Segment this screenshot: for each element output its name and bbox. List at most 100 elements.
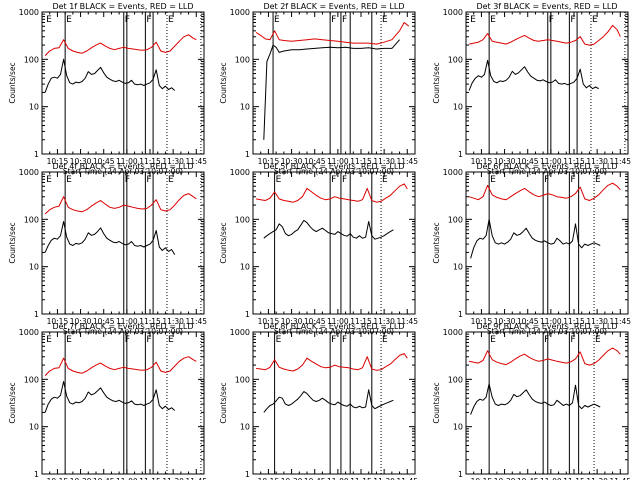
x-tick-label: 11:30 xyxy=(586,317,608,326)
interval-marker: F xyxy=(570,335,575,345)
x-tick-label: 11:30 xyxy=(586,477,608,480)
y-axis-label: Counts/sec xyxy=(432,62,441,103)
x-tick-label: 11:15 xyxy=(139,317,161,326)
x-tick-label: 10:45 xyxy=(93,477,115,480)
interval-marker: F xyxy=(342,15,347,25)
x-tick-label: 10:15 xyxy=(47,477,69,480)
x-tick-label: 11:45 xyxy=(185,157,207,166)
y-tick-label: 100 xyxy=(448,215,463,224)
x-tick-label: 11:15 xyxy=(563,157,585,166)
interval-marker: E xyxy=(276,175,282,185)
interval-marker: F xyxy=(342,335,347,345)
interval-marker: F xyxy=(146,335,151,345)
interval-marker: E xyxy=(168,175,174,185)
series-line-lld xyxy=(44,193,197,215)
series-line-lld xyxy=(256,183,408,203)
x-tick-label: 11:30 xyxy=(373,157,395,166)
plot-frame xyxy=(252,11,416,155)
plot-frame xyxy=(252,171,416,315)
y-tick-label: 10 xyxy=(240,423,250,432)
y-tick-label: 100 xyxy=(235,375,250,384)
y-tick-label: 10 xyxy=(453,263,463,272)
x-tick-label: 10:15 xyxy=(471,317,493,326)
y-tick-label: 100 xyxy=(24,375,39,384)
y-axis-label: Counts/sec xyxy=(219,382,228,423)
x-tick-label: 10:15 xyxy=(258,317,280,326)
plot-frame xyxy=(465,171,629,315)
y-axis-label: Counts/sec xyxy=(432,382,441,423)
series-line-lld xyxy=(44,356,197,376)
y-tick-label: 1 xyxy=(245,470,250,479)
interval-marker: F xyxy=(146,15,151,25)
y-axis-label: Counts/sec xyxy=(432,222,441,263)
interval-marker: E xyxy=(66,15,72,25)
y-axis-label: Counts/sec xyxy=(219,62,228,103)
series-line-lld xyxy=(469,347,621,366)
interval-marker: E xyxy=(490,335,496,345)
interval-marker: F xyxy=(549,15,554,25)
y-axis-label: Counts/sec xyxy=(8,222,17,263)
x-tick-label: 11:45 xyxy=(609,477,631,480)
x-tick-label: 11:45 xyxy=(609,157,631,166)
interval-marker: E xyxy=(274,15,280,25)
x-tick-label: 11:45 xyxy=(396,317,418,326)
x-tick-label: 11:15 xyxy=(350,157,372,166)
x-tick-label: 11:15 xyxy=(350,317,372,326)
interval-marker: E xyxy=(168,15,174,25)
x-tick-label: 11:30 xyxy=(373,477,395,480)
x-tick-label: 10:45 xyxy=(93,157,115,166)
y-tick-label: 1 xyxy=(458,470,463,479)
x-tick-label: 11:45 xyxy=(396,157,418,166)
y-tick-label: 1000 xyxy=(443,8,463,17)
series-line-lld xyxy=(468,182,621,201)
y-tick-label: 100 xyxy=(24,55,39,64)
x-tick-label: 10:15 xyxy=(47,317,69,326)
y-tick-label: 1 xyxy=(34,150,39,159)
detector-panel-5: Det 5f BLACK = Events, RED = LLD 1 10 100 10… xyxy=(219,162,418,336)
plot-frame xyxy=(41,11,205,155)
x-tick-label: 10:15 xyxy=(258,157,280,166)
x-tick-label: 11:45 xyxy=(185,317,207,326)
y-tick-label: 10 xyxy=(240,263,250,272)
interval-marker: E xyxy=(66,175,72,185)
plot-frame xyxy=(41,331,205,475)
y-tick-label: 1 xyxy=(245,150,250,159)
x-tick-label: 11:45 xyxy=(185,477,207,480)
interval-marker: F xyxy=(125,15,130,25)
x-tick-label: 11:00 xyxy=(540,157,562,166)
series-line-events xyxy=(470,383,601,415)
interval-marker: F xyxy=(331,175,336,185)
x-tick-label: 11:30 xyxy=(373,317,395,326)
plot-frame xyxy=(465,11,629,155)
x-tick-label: 10:15 xyxy=(47,157,69,166)
y-tick-label: 1000 xyxy=(230,328,250,337)
interval-marker: E xyxy=(592,15,598,25)
x-tick-label: 10:30 xyxy=(494,317,516,326)
x-tick-label: 11:15 xyxy=(139,157,161,166)
interval-marker: E xyxy=(382,15,388,25)
x-tick-label: 11:00 xyxy=(327,157,349,166)
x-tick-label: 11:00 xyxy=(540,317,562,326)
x-tick-label: 11:00 xyxy=(116,157,138,166)
x-tick-label: 11:00 xyxy=(116,317,138,326)
interval-marker: E xyxy=(382,175,388,185)
interval-marker: E xyxy=(382,335,388,345)
x-tick-label: 10:45 xyxy=(93,317,115,326)
interval-marker: E xyxy=(490,175,496,185)
y-tick-label: 100 xyxy=(448,375,463,384)
x-tick-label: 11:30 xyxy=(586,157,608,166)
y-tick-label: 1000 xyxy=(230,8,250,17)
x-tick-label: 10:45 xyxy=(304,317,326,326)
interval-marker: F xyxy=(146,175,151,185)
series-line-lld xyxy=(256,353,408,372)
y-tick-label: 1 xyxy=(458,310,463,319)
x-tick-label: 11:00 xyxy=(327,477,349,480)
y-tick-label: 10 xyxy=(453,103,463,112)
series-line-lld xyxy=(468,24,621,46)
x-tick-label: 11:15 xyxy=(350,477,372,480)
y-tick-label: 1000 xyxy=(19,168,39,177)
y-axis-label: Counts/sec xyxy=(8,382,17,423)
interval-marker: F xyxy=(125,175,130,185)
interval-marker: E xyxy=(470,15,476,25)
